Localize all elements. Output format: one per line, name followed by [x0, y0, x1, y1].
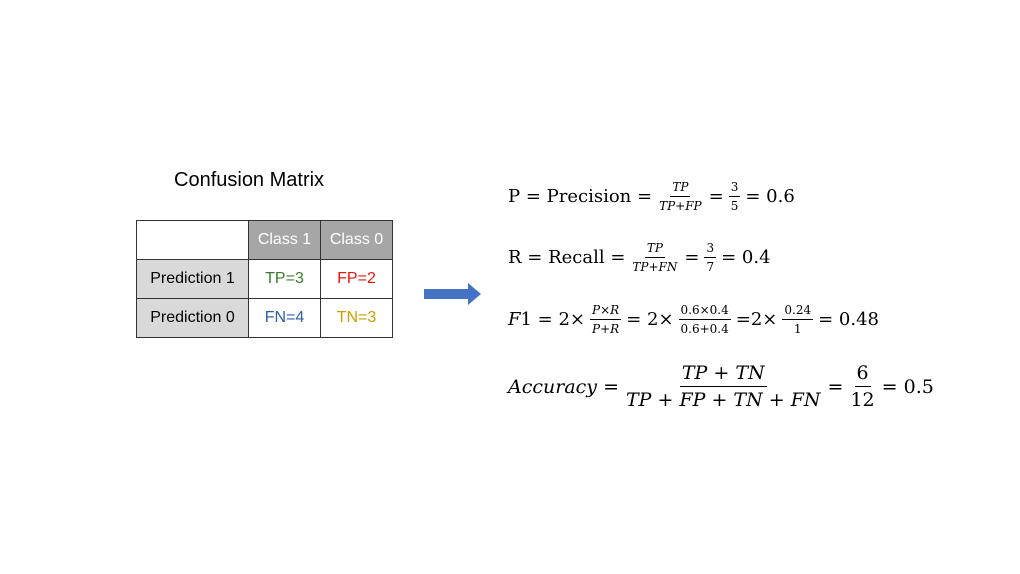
- f1-value-numerator: 0.6×0.4: [678, 303, 731, 320]
- right-arrow-icon: [424, 283, 481, 305]
- precision-value-fraction: 3 5: [728, 180, 741, 213]
- cell-tn: TN=3: [320, 298, 393, 338]
- f1-equation: F 1 = 2× P×R P+R = 2× 0.6×0.4 0.6+0.4 =2…: [508, 303, 879, 336]
- col-header-class-0: Class 0: [320, 220, 393, 260]
- f1-eq1: = 2×: [626, 309, 674, 330]
- confusion-matrix-table: Class 1 Class 0 Prediction 1 TP=3 FP=2 P…: [136, 220, 393, 338]
- accuracy-lhs: Accuracy =: [508, 375, 619, 398]
- f1-denominator: P+R: [592, 322, 620, 336]
- precision-fraction: TP TP+FP: [657, 180, 704, 213]
- recall-fraction: TP TP+FN: [630, 241, 679, 274]
- f1-result: = 0.48: [818, 309, 879, 330]
- precision-lhs: P = Precision =: [508, 186, 653, 207]
- accuracy-fraction: TP + TN TP + FP + TN + FN: [624, 362, 823, 411]
- precision-result: = 0.6: [745, 186, 795, 207]
- accuracy-value-numerator: 6: [854, 362, 871, 387]
- confusion-matrix-title: Confusion Matrix: [174, 169, 325, 191]
- f1-reduced-numerator: 0.24: [782, 303, 814, 320]
- cell-fp: FP=2: [320, 259, 393, 299]
- accuracy-value-denominator: 12: [850, 389, 875, 411]
- f1-numerator: P×R: [590, 303, 622, 320]
- f1-lhs-var: F: [508, 309, 521, 330]
- recall-equation: R = Recall = TP TP+FN = 3 7 = 0.4: [508, 241, 771, 274]
- f1-fraction: P×R P+R: [590, 303, 622, 336]
- row-label-prediction-0: Prediction 0: [136, 298, 249, 338]
- accuracy-value-fraction: 6 12: [848, 362, 876, 411]
- precision-value-denominator: 5: [730, 199, 739, 213]
- f1-value-denominator: 0.6+0.4: [680, 322, 729, 336]
- col-header-class-1: Class 1: [248, 220, 321, 260]
- cell-fn: FN=4: [248, 298, 321, 338]
- f1-reduced-denominator: 1: [793, 322, 802, 336]
- f1-lhs-rest: 1 = 2×: [520, 309, 586, 330]
- recall-result: = 0.4: [721, 247, 771, 268]
- recall-value-numerator: 3: [704, 241, 717, 258]
- precision-equation: P = Precision = TP TP+FP = 3 5 = 0.6: [508, 180, 795, 213]
- row-label-prediction-1: Prediction 1: [136, 259, 249, 299]
- recall-eq: =: [684, 247, 700, 268]
- precision-eq: =: [708, 186, 724, 207]
- cell-tp: TP=3: [248, 259, 321, 299]
- recall-denominator: TP+FN: [632, 260, 678, 274]
- precision-value-numerator: 3: [728, 180, 741, 197]
- f1-value-fraction: 0.6×0.4 0.6+0.4: [678, 303, 731, 336]
- accuracy-result: = 0.5: [881, 375, 934, 398]
- accuracy-numerator: TP + TN: [679, 362, 767, 387]
- f1-eq2: =2×: [735, 309, 778, 330]
- recall-lhs: R = Recall =: [508, 247, 626, 268]
- corner-cell: [136, 220, 249, 260]
- f1-reduced-fraction: 0.24 1: [782, 303, 814, 336]
- recall-numerator: TP: [644, 241, 665, 258]
- accuracy-eq: =: [827, 375, 844, 398]
- precision-numerator: TP: [670, 180, 691, 197]
- recall-value-denominator: 7: [706, 260, 715, 274]
- precision-denominator: TP+FP: [659, 199, 702, 213]
- accuracy-equation: Accuracy = TP + TN TP + FP + TN + FN = 6…: [508, 362, 934, 411]
- accuracy-denominator: TP + FP + TN + FN: [626, 389, 821, 411]
- recall-value-fraction: 3 7: [704, 241, 717, 274]
